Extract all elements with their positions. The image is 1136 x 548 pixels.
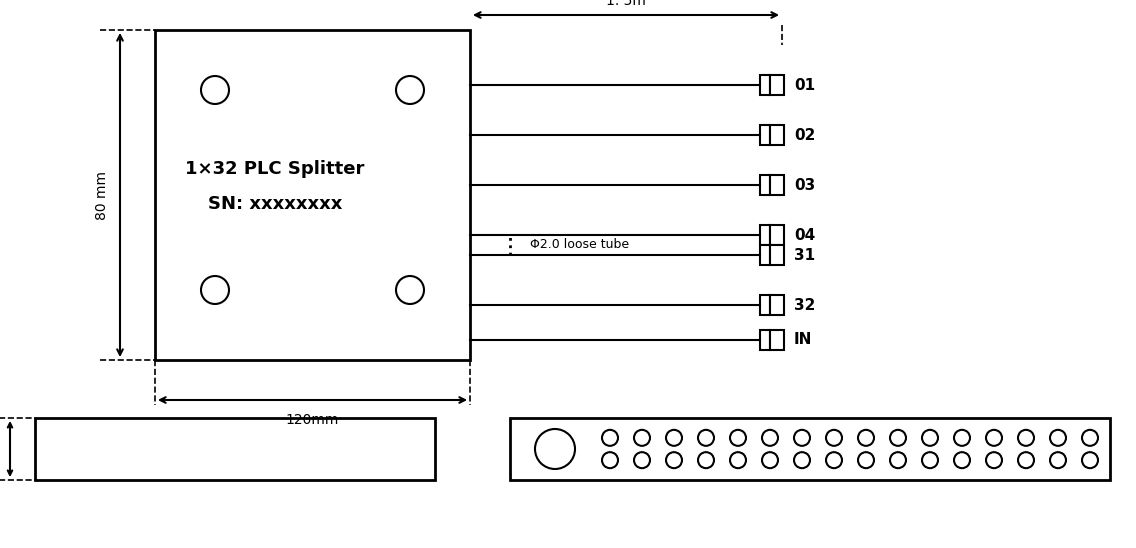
Text: Φ2.0 loose tube: Φ2.0 loose tube [531,238,629,252]
Text: 31: 31 [794,248,816,262]
Bar [770,175,784,195]
Circle shape [730,452,746,468]
Circle shape [889,430,907,446]
Bar [760,125,770,145]
Circle shape [1050,430,1066,446]
Bar [770,225,784,245]
Circle shape [858,430,874,446]
Circle shape [201,276,229,304]
Text: 02: 02 [794,128,816,142]
Circle shape [698,452,715,468]
Circle shape [986,452,1002,468]
Circle shape [922,430,938,446]
Text: 03: 03 [794,178,816,192]
Text: 04: 04 [794,227,816,243]
Bar [154,30,470,360]
Circle shape [858,452,874,468]
Circle shape [1050,452,1066,468]
Circle shape [698,430,715,446]
Circle shape [602,452,618,468]
Text: 32: 32 [794,298,816,312]
Text: IN: IN [794,333,812,347]
Circle shape [634,430,650,446]
Bar [760,330,770,350]
Circle shape [1081,452,1099,468]
Bar [760,75,770,95]
Circle shape [396,276,424,304]
Bar [760,245,770,265]
Text: 120mm: 120mm [286,413,340,427]
Circle shape [634,452,650,468]
Circle shape [794,430,810,446]
Circle shape [826,452,842,468]
Circle shape [986,430,1002,446]
Circle shape [762,430,778,446]
Circle shape [730,430,746,446]
Circle shape [602,430,618,446]
Circle shape [826,430,842,446]
Circle shape [396,76,424,104]
Circle shape [666,452,682,468]
Circle shape [1018,430,1034,446]
Bar [760,295,770,315]
Text: 80 mm: 80 mm [95,170,109,220]
Circle shape [666,430,682,446]
Text: 01: 01 [794,77,816,93]
Bar [35,418,435,480]
Text: 1. 5m: 1. 5m [607,0,646,8]
Circle shape [954,452,970,468]
Circle shape [535,429,575,469]
Bar [760,225,770,245]
Circle shape [201,76,229,104]
Circle shape [922,452,938,468]
Circle shape [1018,452,1034,468]
Circle shape [954,430,970,446]
Bar [770,125,784,145]
Bar [510,418,1110,480]
Bar [770,75,784,95]
Bar [770,295,784,315]
Bar [760,175,770,195]
Circle shape [794,452,810,468]
Text: 1×32 PLC Splitter: 1×32 PLC Splitter [185,159,365,178]
Text: SN: xxxxxxxx: SN: xxxxxxxx [208,195,342,213]
Bar [770,245,784,265]
Bar [770,330,784,350]
Circle shape [762,452,778,468]
Circle shape [889,452,907,468]
Circle shape [1081,430,1099,446]
